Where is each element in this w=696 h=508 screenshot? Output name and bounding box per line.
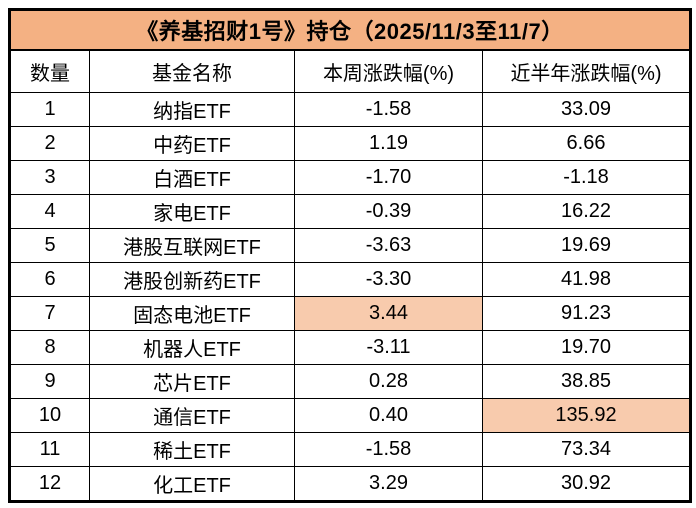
cell-half-year-change: 91.23 [482, 296, 691, 331]
cell-num: 5 [9, 228, 90, 263]
cell-fund-name: 芯片ETF [89, 364, 295, 399]
cell-week-change: -0.39 [294, 194, 483, 229]
cell-half-year-change: 135.92 [482, 398, 691, 433]
cell-week-change: 0.28 [294, 364, 483, 399]
cell-fund-name: 固态电池ETF [89, 296, 295, 331]
cell-half-year-change: 41.98 [482, 262, 691, 297]
cell-week-change: -1.58 [294, 92, 483, 127]
cell-half-year-change: 16.22 [482, 194, 691, 229]
cell-num: 1 [9, 92, 90, 127]
cell-num: 6 [9, 262, 90, 297]
table-header-row: 数量 基金名称 本周涨跌幅(%) 近半年涨跌幅(%) [9, 49, 691, 93]
header-num: 数量 [9, 49, 90, 93]
header-week-change: 本周涨跌幅(%) [294, 49, 483, 93]
cell-half-year-change: -1.18 [482, 160, 691, 195]
table-row: 12 化工ETF 3.29 30.92 [9, 466, 691, 502]
table-row: 3 白酒ETF -1.70 -1.18 [9, 160, 691, 195]
cell-fund-name: 中药ETF [89, 126, 295, 161]
table-row: 1 纳指ETF -1.58 33.09 [9, 92, 691, 127]
cell-fund-name: 纳指ETF [89, 92, 295, 127]
cell-week-change: 0.40 [294, 398, 483, 433]
cell-num: 4 [9, 194, 90, 229]
cell-half-year-change: 19.70 [482, 330, 691, 365]
table-title: 《养基招财1号》持仓（2025/11/3至11/7） [9, 9, 691, 51]
table-row: 2 中药ETF 1.19 6.66 [9, 126, 691, 161]
cell-num: 8 [9, 330, 90, 365]
header-fund-name: 基金名称 [89, 49, 295, 93]
cell-half-year-change: 6.66 [482, 126, 691, 161]
cell-num: 9 [9, 364, 90, 399]
cell-fund-name: 港股互联网ETF [89, 228, 295, 263]
table-row: 10 通信ETF 0.40 135.92 [9, 398, 691, 433]
cell-fund-name: 机器人ETF [89, 330, 295, 365]
cell-week-change: -1.70 [294, 160, 483, 195]
cell-half-year-change: 19.69 [482, 228, 691, 263]
cell-fund-name: 家电ETF [89, 194, 295, 229]
cell-num: 7 [9, 296, 90, 331]
cell-fund-name: 港股创新药ETF [89, 262, 295, 297]
table-row: 6 港股创新药ETF -3.30 41.98 [9, 262, 691, 297]
cell-week-change: 3.29 [294, 466, 483, 502]
cell-week-change: -1.58 [294, 432, 483, 467]
fund-holdings-table: 《养基招财1号》持仓（2025/11/3至11/7） 数量 基金名称 本周涨跌幅… [8, 8, 692, 503]
cell-num: 10 [9, 398, 90, 433]
cell-fund-name: 稀土ETF [89, 432, 295, 467]
table-title-row: 《养基招财1号》持仓（2025/11/3至11/7） [9, 9, 691, 51]
cell-fund-name: 化工ETF [89, 466, 295, 502]
cell-half-year-change: 33.09 [482, 92, 691, 127]
table-row: 11 稀土ETF -1.58 73.34 [9, 432, 691, 467]
cell-week-change: -3.30 [294, 262, 483, 297]
cell-week-change: -3.63 [294, 228, 483, 263]
cell-fund-name: 通信ETF [89, 398, 295, 433]
cell-week-change: 3.44 [294, 296, 483, 331]
cell-num: 3 [9, 160, 90, 195]
table-row: 8 机器人ETF -3.11 19.70 [9, 330, 691, 365]
cell-half-year-change: 30.92 [482, 466, 691, 502]
cell-num: 2 [9, 126, 90, 161]
cell-num: 12 [9, 466, 90, 502]
header-half-year-change: 近半年涨跌幅(%) [482, 49, 691, 93]
table-row: 5 港股互联网ETF -3.63 19.69 [9, 228, 691, 263]
cell-half-year-change: 38.85 [482, 364, 691, 399]
table-row: 7 固态电池ETF 3.44 91.23 [9, 296, 691, 331]
cell-fund-name: 白酒ETF [89, 160, 295, 195]
cell-half-year-change: 73.34 [482, 432, 691, 467]
cell-num: 11 [9, 432, 90, 467]
cell-week-change: 1.19 [294, 126, 483, 161]
table-row: 4 家电ETF -0.39 16.22 [9, 194, 691, 229]
cell-week-change: -3.11 [294, 330, 483, 365]
table-row: 9 芯片ETF 0.28 38.85 [9, 364, 691, 399]
